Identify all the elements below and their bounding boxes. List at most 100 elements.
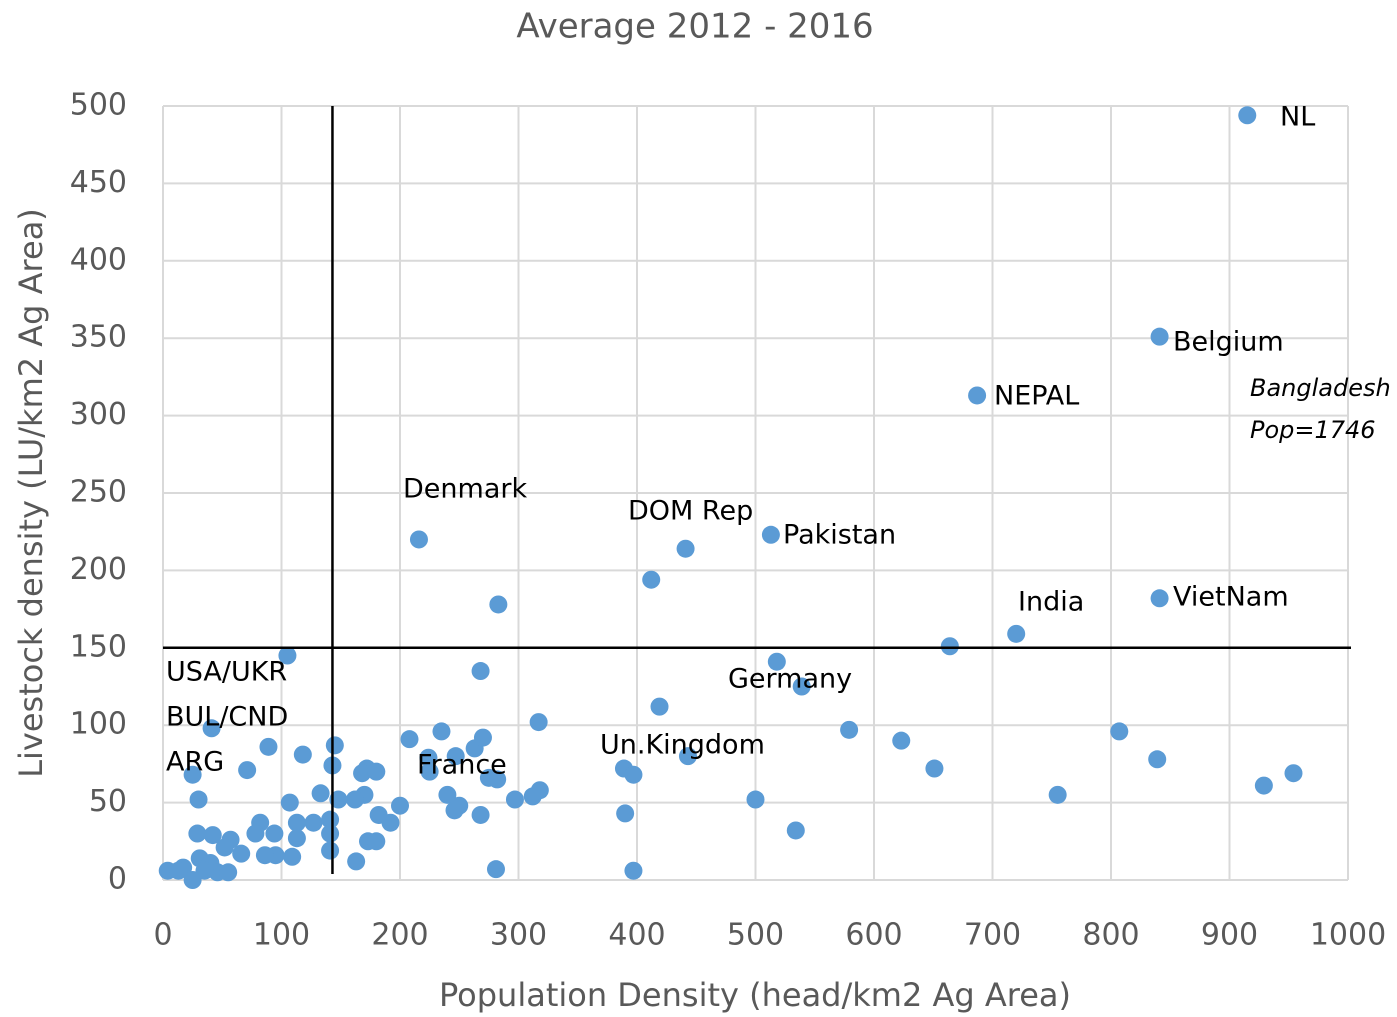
- point: [183, 765, 202, 784]
- point: [287, 813, 306, 832]
- point: [265, 824, 284, 843]
- x-tick-label: 100: [253, 918, 310, 953]
- y-tick-label: 200: [70, 552, 127, 587]
- point: [347, 852, 366, 871]
- point: [767, 652, 786, 671]
- point: [420, 762, 439, 781]
- point: [471, 805, 490, 824]
- point: [471, 662, 490, 681]
- point: [419, 748, 438, 767]
- point: [488, 770, 507, 789]
- x-tick-label: 700: [964, 918, 1021, 953]
- point: [232, 844, 251, 863]
- point: [202, 719, 221, 738]
- point: [624, 765, 643, 784]
- point: [255, 846, 274, 865]
- annotation: ARG: [166, 747, 224, 778]
- point: [280, 793, 299, 812]
- point: [325, 736, 344, 755]
- point: [761, 525, 780, 544]
- point: [642, 570, 661, 589]
- point: [203, 826, 222, 845]
- x-tick-label: 800: [1082, 918, 1139, 953]
- point: [786, 821, 805, 840]
- point: [409, 530, 428, 549]
- annotation: Pop=1746: [1250, 416, 1376, 444]
- point: [1254, 776, 1273, 795]
- y-tick-label: 450: [70, 165, 127, 200]
- annotation: Denmark: [403, 474, 527, 505]
- x-tick-label: 300: [490, 918, 547, 953]
- point: [189, 790, 208, 809]
- point: [940, 637, 959, 656]
- annotation: Germany: [728, 664, 852, 695]
- point: [1148, 750, 1167, 769]
- point: [353, 764, 372, 783]
- point: [400, 730, 419, 749]
- y-tick-label: 0: [108, 862, 127, 897]
- point: [304, 813, 323, 832]
- y-tick-label: 300: [70, 397, 127, 432]
- annotation: Belgium: [1173, 327, 1284, 358]
- y-tick-label: 500: [70, 88, 127, 123]
- point: [840, 720, 859, 739]
- point: [367, 832, 386, 851]
- point: [438, 785, 457, 804]
- point: [616, 804, 635, 823]
- annotation: France: [417, 750, 507, 781]
- y-tick-label: 100: [70, 707, 127, 742]
- x-axis-title: Population Density (head/km2 Ag Area): [439, 976, 1071, 1014]
- point: [238, 761, 257, 780]
- point: [676, 539, 695, 558]
- y-tick-label: 50: [89, 784, 127, 819]
- point: [446, 747, 465, 766]
- annotation: NEPAL: [994, 381, 1079, 412]
- point: [450, 796, 469, 815]
- x-tick-label: 900: [1201, 918, 1258, 953]
- point: [1150, 327, 1169, 346]
- point: [505, 790, 524, 809]
- x-tick-label: 500: [727, 918, 784, 953]
- point: [278, 646, 297, 665]
- annotation: Un.Kingdom: [600, 730, 765, 761]
- x-tick-label: 1000: [1310, 918, 1386, 953]
- y-tick-label: 400: [70, 242, 127, 277]
- point: [169, 861, 188, 880]
- point: [287, 829, 306, 848]
- annotation: India: [1018, 587, 1084, 618]
- point: [321, 810, 340, 829]
- point: [1150, 589, 1169, 608]
- point: [968, 386, 987, 405]
- point: [473, 728, 492, 747]
- point: [311, 784, 330, 803]
- point: [215, 838, 234, 857]
- point: [650, 697, 669, 716]
- x-tick-label: 600: [845, 918, 902, 953]
- x-tick-label: 400: [608, 918, 665, 953]
- point: [219, 863, 238, 882]
- point: [529, 713, 548, 732]
- point: [381, 813, 400, 832]
- point: [293, 745, 312, 764]
- point: [1110, 722, 1129, 741]
- annotation: Pakistan: [783, 520, 896, 551]
- point: [489, 595, 508, 614]
- x-tick-label: 200: [371, 918, 428, 953]
- point: [259, 737, 278, 756]
- chart-title: Average 2012 - 2016: [516, 7, 873, 47]
- point: [1007, 624, 1026, 643]
- point: [792, 677, 811, 696]
- point: [1238, 106, 1257, 125]
- point: [321, 841, 340, 860]
- point: [329, 790, 348, 809]
- y-tick-label: 350: [70, 320, 127, 355]
- point: [367, 762, 386, 781]
- point: [321, 824, 340, 843]
- point: [188, 824, 207, 843]
- point: [345, 790, 364, 809]
- point: [746, 790, 765, 809]
- point: [530, 781, 549, 800]
- point: [283, 847, 302, 866]
- point: [624, 861, 643, 880]
